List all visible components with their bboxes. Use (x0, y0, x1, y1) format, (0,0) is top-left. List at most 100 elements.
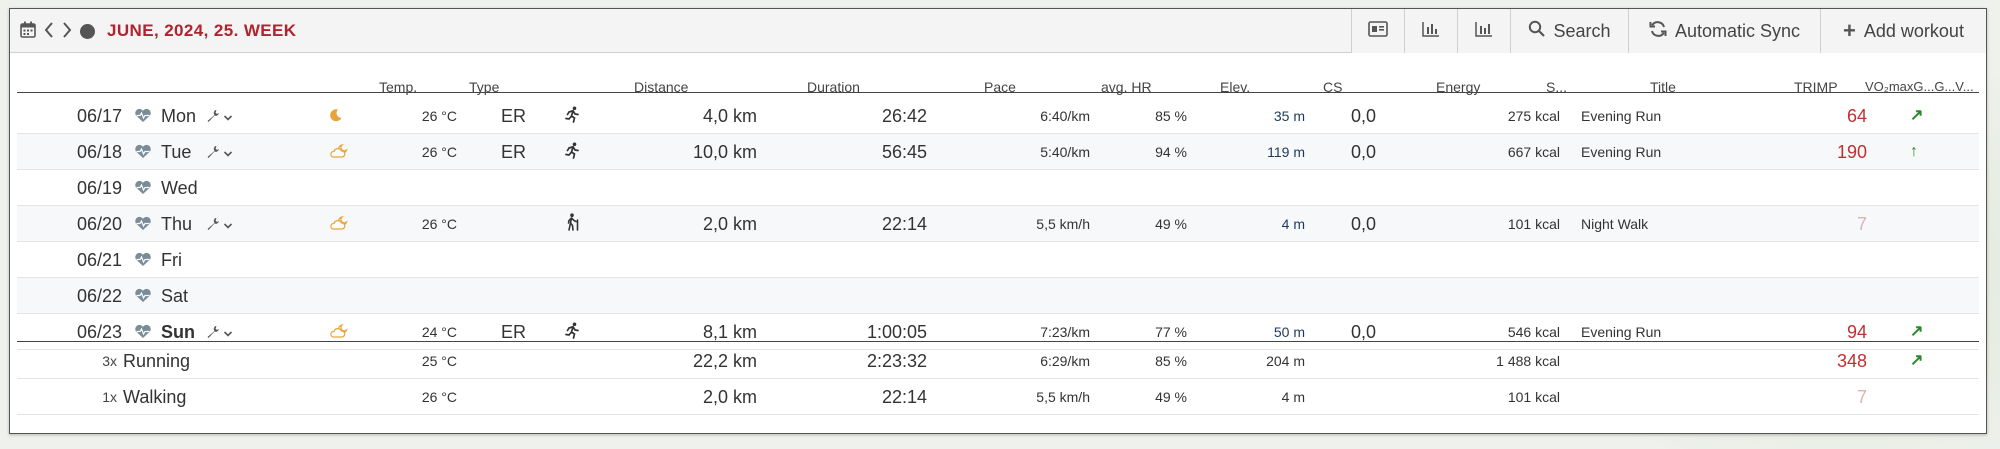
heart-rate-icon (134, 242, 152, 278)
calendar-icon[interactable] (20, 21, 36, 41)
previous-week-icon[interactable] (44, 21, 54, 41)
column-header-duration[interactable]: Duration (807, 79, 860, 95)
summary-sport: Running (123, 351, 191, 371)
row-day[interactable]: Mon (161, 106, 197, 126)
row-day[interactable]: Sun (161, 322, 195, 342)
column-header-row: Temp. Type Distance Duration Pace avg. H… (10, 79, 1986, 97)
week-title: JUNE, 2024, 25. WEEK (107, 21, 297, 40)
search-label: Search (1553, 20, 1611, 41)
chevron-down-icon[interactable] (223, 314, 233, 350)
row-date[interactable]: 06/18 (77, 142, 123, 162)
row-title[interactable]: Night Walk (1581, 216, 1649, 232)
wrench-icon[interactable] (206, 314, 220, 350)
add-workout-button[interactable]: + Add workout (1820, 9, 1986, 53)
row-date[interactable]: 06/20 (77, 214, 123, 234)
column-header-elev[interactable]: Elev. (1220, 79, 1251, 95)
column-header-type[interactable]: Type (469, 79, 500, 95)
row-elev: 50 m (1273, 324, 1305, 340)
column-header-energy[interactable]: Energy (1436, 79, 1481, 95)
row-distance: 4,0 km (702, 106, 757, 126)
summary-pace: 5,5 km/h (1036, 389, 1090, 405)
row-date[interactable]: 06/21 (77, 250, 123, 270)
row-pace: 6:40/km (1040, 108, 1090, 124)
row-date[interactable]: 06/22 (77, 286, 123, 306)
row-cs: 0,0 (1351, 214, 1377, 234)
cloud-moon-icon (329, 134, 349, 170)
column-header-vo2[interactable]: VO₂maxG...G...V... (1865, 79, 1974, 94)
table-row[interactable]: 06/17 Mon 26 °C ER 4,0 km 26:42 6:40/km 85 % 35 … (17, 98, 1979, 134)
column-header-trimp[interactable]: TRIMP (1794, 79, 1838, 95)
summary-row: 1x Walking 26 °C 2,0 km 22:14 5,5 km/h 49 % 4 m… (17, 379, 1979, 415)
chevron-down-icon[interactable] (223, 134, 233, 170)
plus-icon: + (1843, 18, 1856, 43)
row-day[interactable]: Thu (161, 214, 193, 234)
chart-button-1[interactable] (1404, 9, 1457, 53)
column-header-hr[interactable]: avg. HR (1101, 79, 1152, 95)
summary-elev: 204 m (1266, 353, 1305, 369)
week-navigation: JUNE, 2024, 25. WEEK (20, 9, 296, 53)
sync-icon (1649, 20, 1667, 43)
row-temp: 24 °C (421, 324, 457, 340)
walking-icon (564, 206, 581, 242)
summary-trimp: 348 (1836, 351, 1867, 371)
row-temp: 26 °C (421, 144, 457, 160)
chevron-down-icon[interactable] (223, 206, 233, 242)
week-view-button[interactable] (1351, 9, 1404, 53)
chart-button-2[interactable] (1457, 9, 1510, 53)
current-week-dot-icon[interactable] (80, 23, 95, 39)
row-date[interactable]: 06/17 (77, 106, 123, 126)
summary-temp: 25 °C (421, 353, 457, 369)
row-title[interactable]: Evening Run (1581, 108, 1662, 124)
row-cs: 0,0 (1351, 322, 1377, 342)
heart-rate-icon (134, 98, 152, 134)
cloud-moon-icon (329, 314, 349, 350)
row-temp: 26 °C (421, 216, 457, 232)
row-title[interactable]: Evening Run (1581, 324, 1662, 340)
column-header-title[interactable]: Title (1650, 79, 1676, 95)
wrench-icon[interactable] (206, 134, 220, 170)
row-date[interactable]: 06/19 (77, 178, 123, 198)
row-day[interactable]: Sat (161, 286, 189, 306)
row-type: ER (501, 106, 527, 126)
bar-chart-icon (1422, 21, 1440, 42)
row-day[interactable]: Fri (161, 250, 182, 270)
table-row[interactable]: 06/22 Sat (17, 278, 1979, 314)
heart-rate-icon (134, 278, 152, 314)
next-week-icon[interactable] (62, 21, 72, 41)
row-duration: 1:00:05 (866, 322, 927, 342)
arrow-up-right-icon: ↗ (1910, 352, 1924, 369)
heart-rate-icon (134, 206, 152, 242)
table-row[interactable]: 06/21 Fri (17, 242, 1979, 278)
summary-hr: 85 % (1155, 353, 1187, 369)
table-row[interactable]: 06/20 Thu 26 °C 2,0 km 22:14 5,5 km/h 49 % 4 m 0… (17, 206, 1979, 242)
table-row[interactable]: 06/23 Sun 24 °C ER 8,1 km 1:00:05 7:23/km 77 % 5… (17, 314, 1979, 350)
running-icon (564, 314, 581, 350)
table-row[interactable]: 06/18 Tue 26 °C ER 10,0 km 56:45 5:40/km 94 % 11… (17, 134, 1979, 170)
search-button[interactable]: Search (1510, 9, 1628, 53)
column-header-s[interactable]: S... (1546, 79, 1568, 95)
column-header-pace[interactable]: Pace (984, 79, 1016, 95)
row-date[interactable]: 06/23 (77, 322, 123, 342)
column-header-temp[interactable]: Temp. (379, 79, 418, 95)
row-cs: 0,0 (1351, 142, 1377, 162)
arrow-up-right-icon: ↗ (1910, 107, 1924, 124)
row-distance: 8,1 km (702, 322, 757, 342)
table-row[interactable]: 06/19 Wed (17, 170, 1979, 206)
row-day[interactable]: Tue (161, 142, 192, 162)
automatic-sync-button[interactable]: Automatic Sync (1628, 9, 1820, 53)
row-title[interactable]: Evening Run (1581, 144, 1662, 160)
row-pace: 7:23/km (1040, 324, 1090, 340)
summary-divider (17, 341, 1979, 342)
row-type: ER (501, 322, 527, 342)
column-header-distance[interactable]: Distance (634, 79, 689, 95)
toolbar-actions: Search Automatic Sync + Add workout (1351, 9, 1986, 53)
wrench-icon[interactable] (206, 98, 220, 134)
summary-distance: 2,0 km (702, 387, 757, 407)
column-header-cs[interactable]: CS (1323, 79, 1343, 95)
chevron-down-icon[interactable] (223, 98, 233, 134)
summary-hr: 49 % (1155, 389, 1187, 405)
sync-label: Automatic Sync (1674, 20, 1801, 41)
row-day[interactable]: Wed (161, 178, 198, 198)
row-hr: 85 % (1155, 108, 1187, 124)
wrench-icon[interactable] (206, 206, 220, 242)
